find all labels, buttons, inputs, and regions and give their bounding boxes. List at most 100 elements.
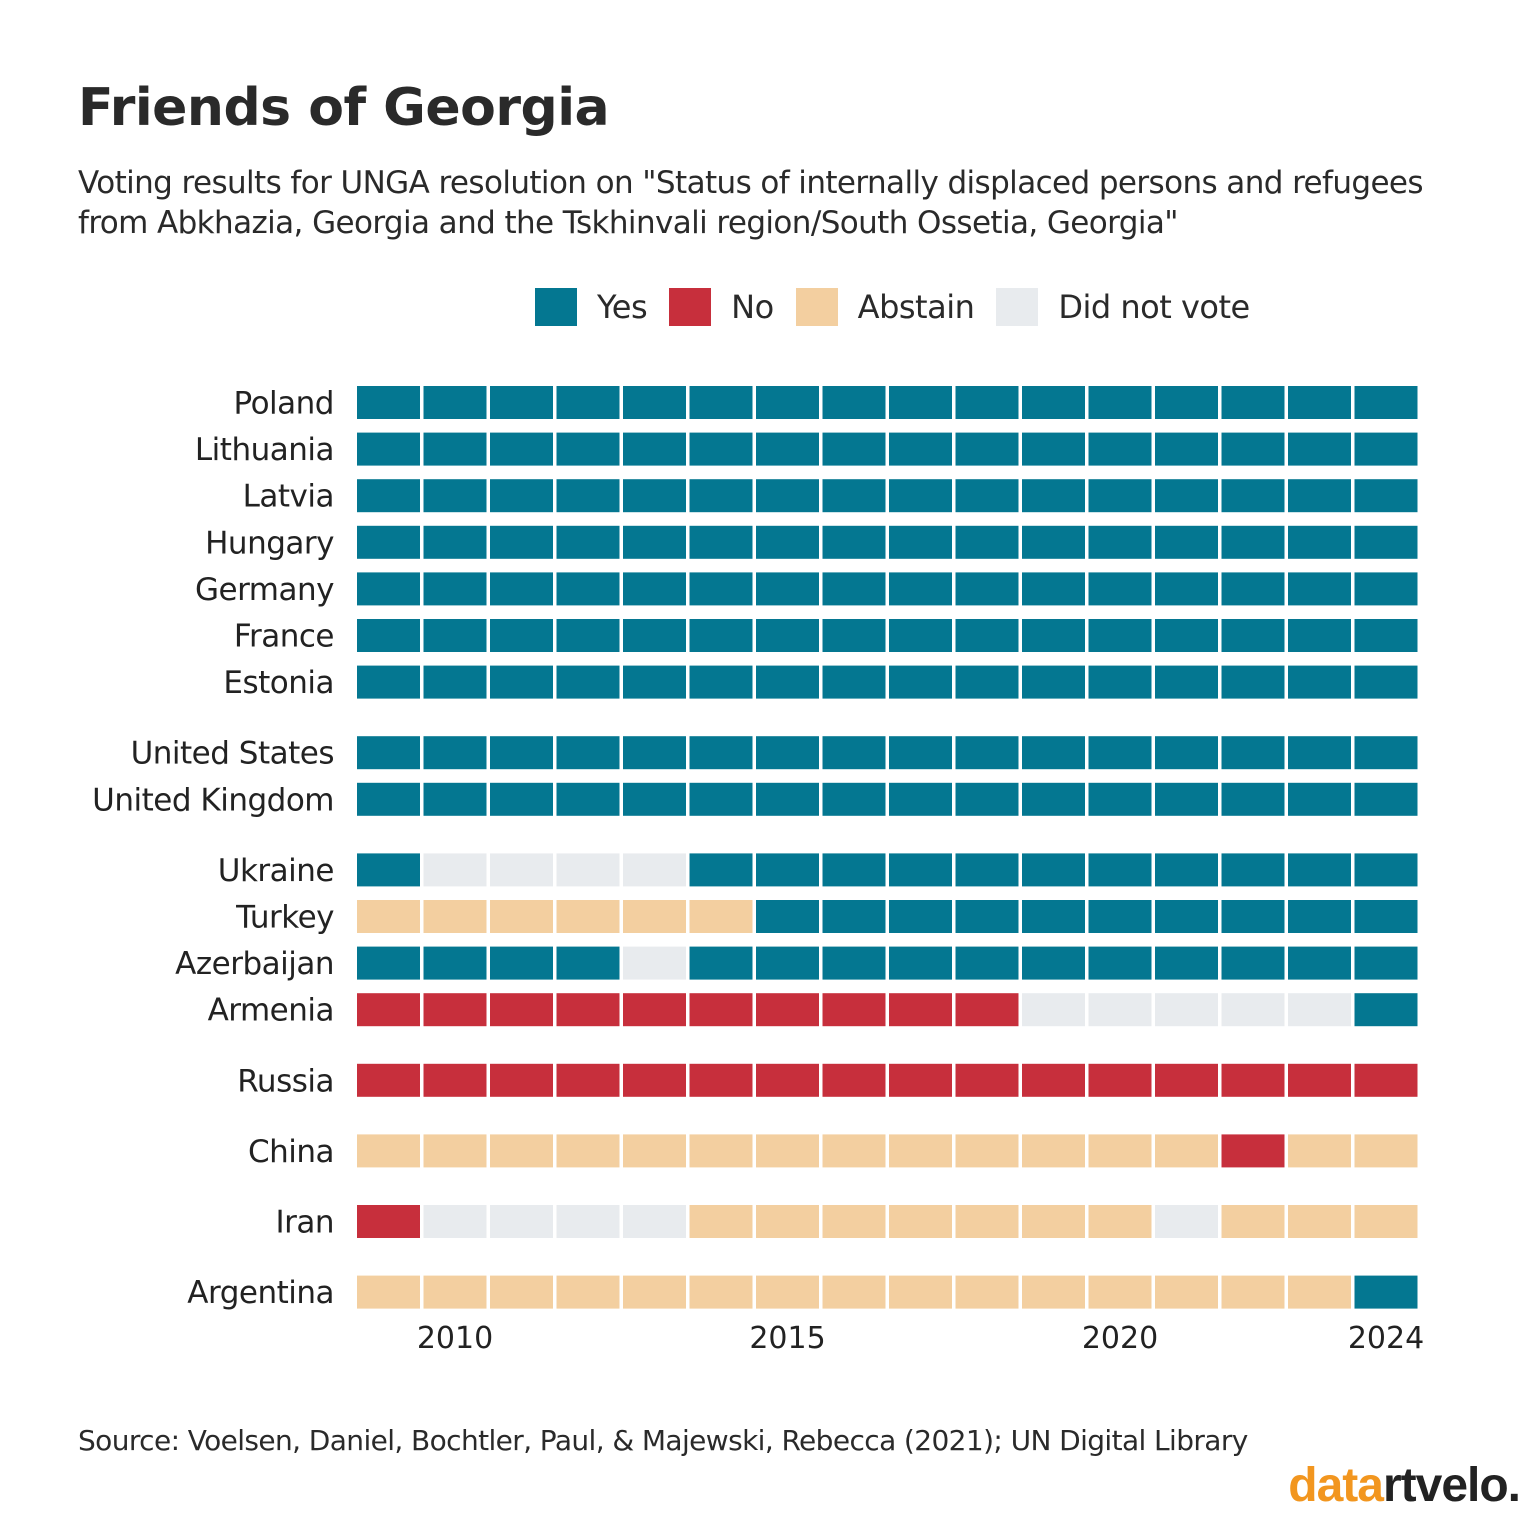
legend-label-yes: Yes xyxy=(597,288,648,326)
vote-cell-united-states-2024-yes xyxy=(1354,736,1418,770)
vote-heatmap: Poland Lithuania Latvia Hungary Germany Franc… xyxy=(92,386,1424,1357)
vote-cell-estonia-2014-yes xyxy=(689,665,753,699)
datartvelo-logo: datartvelo. xyxy=(1288,1458,1521,1513)
chart-title: Friends of Georgia xyxy=(78,78,610,138)
vote-cell-germany-2011-yes xyxy=(490,572,553,606)
vote-cell-argentina-2017-abstain xyxy=(889,1275,952,1309)
vote-cell-united-kingdom-2016-yes xyxy=(822,782,886,816)
vote-cell-iran-2022-abstain xyxy=(1221,1205,1285,1238)
country-label-iran: Iran xyxy=(275,1205,334,1241)
vote-cell-ukraine-2023-yes xyxy=(1288,853,1351,887)
vote-cell-azerbaijan-2018-yes xyxy=(955,946,1019,980)
vote-cell-armenia-2024-yes xyxy=(1354,993,1418,1027)
country-label-united-kingdom: United Kingdom xyxy=(92,782,334,818)
vote-cell-united-states-2022-yes xyxy=(1221,736,1285,770)
vote-cell-united-states-2019-yes xyxy=(1022,736,1085,770)
vote-cell-estonia-2015-yes xyxy=(756,665,819,699)
vote-cell-latvia-2024-yes xyxy=(1354,479,1418,513)
vote-cell-iran-2020-abstain xyxy=(1088,1205,1152,1238)
vote-cell-france-2022-yes xyxy=(1221,619,1285,652)
vote-cell-latvia-2015-yes xyxy=(756,479,819,513)
vote-cell-hungary-2014-yes xyxy=(689,525,753,559)
vote-cell-armenia-2010-no xyxy=(423,993,487,1027)
vote-cell-estonia-2017-yes xyxy=(889,665,952,699)
vote-cell-iran-2009-no xyxy=(357,1205,420,1238)
vote-cell-estonia-2021-yes xyxy=(1155,665,1218,699)
vote-cell-azerbaijan-2019-yes xyxy=(1022,946,1085,980)
vote-cell-poland-2023-yes xyxy=(1288,386,1351,419)
vote-cell-armenia-2014-no xyxy=(689,993,753,1027)
legend-item-no: No xyxy=(669,288,774,326)
vote-cell-hungary-2022-yes xyxy=(1221,525,1285,559)
vote-cell-lithuania-2018-yes xyxy=(955,432,1019,466)
vote-cell-poland-2018-yes xyxy=(955,386,1019,419)
vote-cell-poland-2009-yes xyxy=(357,386,420,419)
x-tick-label-2020: 2020 xyxy=(1082,1321,1158,1356)
vote-cell-lithuania-2021-yes xyxy=(1155,432,1218,466)
vote-cell-latvia-2011-yes xyxy=(490,479,553,513)
vote-cell-latvia-2009-yes xyxy=(357,479,420,513)
vote-cell-estonia-2024-yes xyxy=(1354,665,1418,699)
vote-cell-turkey-2020-yes xyxy=(1088,900,1152,933)
legend-item-did-not-vote: Did not vote xyxy=(996,288,1250,326)
vote-cell-turkey-2017-yes xyxy=(889,900,952,933)
logo-part-rtvelo: rtvelo. xyxy=(1382,1459,1521,1512)
country-label-ukraine: Ukraine xyxy=(218,853,334,889)
vote-cell-armenia-2011-no xyxy=(490,993,553,1027)
vote-cell-latvia-2020-yes xyxy=(1088,479,1152,513)
vote-cell-azerbaijan-2020-yes xyxy=(1088,946,1152,980)
vote-cell-armenia-2022-did-not-vote xyxy=(1221,993,1285,1027)
vote-cell-azerbaijan-2014-yes xyxy=(689,946,753,980)
vote-cell-poland-2012-yes xyxy=(556,386,620,419)
vote-cell-russia-2011-no xyxy=(490,1063,553,1097)
legend-swatch-did-not-vote xyxy=(996,288,1039,326)
vote-cell-iran-2024-abstain xyxy=(1354,1205,1418,1238)
vote-cell-iran-2023-abstain xyxy=(1288,1205,1351,1238)
vote-cell-azerbaijan-2021-yes xyxy=(1155,946,1218,980)
vote-cell-united-states-2013-yes xyxy=(623,736,686,770)
source-note: Source: Voelsen, Daniel, Bochtler, Paul,… xyxy=(78,1424,1248,1457)
vote-cell-ukraine-2010-did-not-vote xyxy=(423,853,487,887)
vote-cell-germany-2018-yes xyxy=(955,572,1019,606)
vote-cell-united-kingdom-2011-yes xyxy=(490,782,553,816)
vote-cell-france-2014-yes xyxy=(689,619,753,652)
vote-cell-china-2012-abstain xyxy=(556,1134,620,1168)
vote-cell-germany-2012-yes xyxy=(556,572,620,606)
vote-cell-hungary-2012-yes xyxy=(556,525,620,559)
vote-cell-estonia-2013-yes xyxy=(623,665,686,699)
vote-cell-ukraine-2009-yes xyxy=(357,853,420,887)
vote-cell-hungary-2019-yes xyxy=(1022,525,1085,559)
vote-cell-france-2013-yes xyxy=(623,619,686,652)
vote-cell-poland-2022-yes xyxy=(1221,386,1285,419)
vote-cell-china-2017-abstain xyxy=(889,1134,952,1168)
country-label-estonia: Estonia xyxy=(223,665,334,701)
vote-cell-argentina-2010-abstain xyxy=(423,1275,487,1309)
vote-cell-united-kingdom-2020-yes xyxy=(1088,782,1152,816)
country-label-azerbaijan: Azerbaijan xyxy=(175,946,334,982)
vote-cell-ukraine-2020-yes xyxy=(1088,853,1152,887)
vote-cell-estonia-2019-yes xyxy=(1022,665,1085,699)
vote-cell-united-kingdom-2019-yes xyxy=(1022,782,1085,816)
vote-cell-argentina-2024-yes xyxy=(1354,1275,1418,1309)
country-label-latvia: Latvia xyxy=(243,479,334,515)
vote-cell-armenia-2017-no xyxy=(889,993,952,1027)
vote-cell-lithuania-2011-yes xyxy=(490,432,553,466)
vote-cell-germany-2023-yes xyxy=(1288,572,1351,606)
vote-cell-united-states-2020-yes xyxy=(1088,736,1152,770)
vote-cell-china-2024-abstain xyxy=(1354,1134,1418,1168)
vote-cell-russia-2021-no xyxy=(1155,1063,1218,1097)
vote-cell-estonia-2022-yes xyxy=(1221,665,1285,699)
vote-cell-united-kingdom-2013-yes xyxy=(623,782,686,816)
vote-cell-latvia-2013-yes xyxy=(623,479,686,513)
vote-cell-france-2021-yes xyxy=(1155,619,1218,652)
vote-cell-latvia-2016-yes xyxy=(822,479,886,513)
vote-cell-argentina-2023-abstain xyxy=(1288,1275,1351,1309)
vote-cell-lithuania-2024-yes xyxy=(1354,432,1418,466)
vote-cell-poland-2024-yes xyxy=(1354,386,1418,419)
vote-cell-united-states-2012-yes xyxy=(556,736,620,770)
vote-cell-estonia-2018-yes xyxy=(955,665,1019,699)
vote-cell-iran-2015-abstain xyxy=(756,1205,819,1238)
vote-cell-azerbaijan-2023-yes xyxy=(1288,946,1351,980)
vote-cell-china-2009-abstain xyxy=(357,1134,420,1168)
vote-cell-germany-2021-yes xyxy=(1155,572,1218,606)
